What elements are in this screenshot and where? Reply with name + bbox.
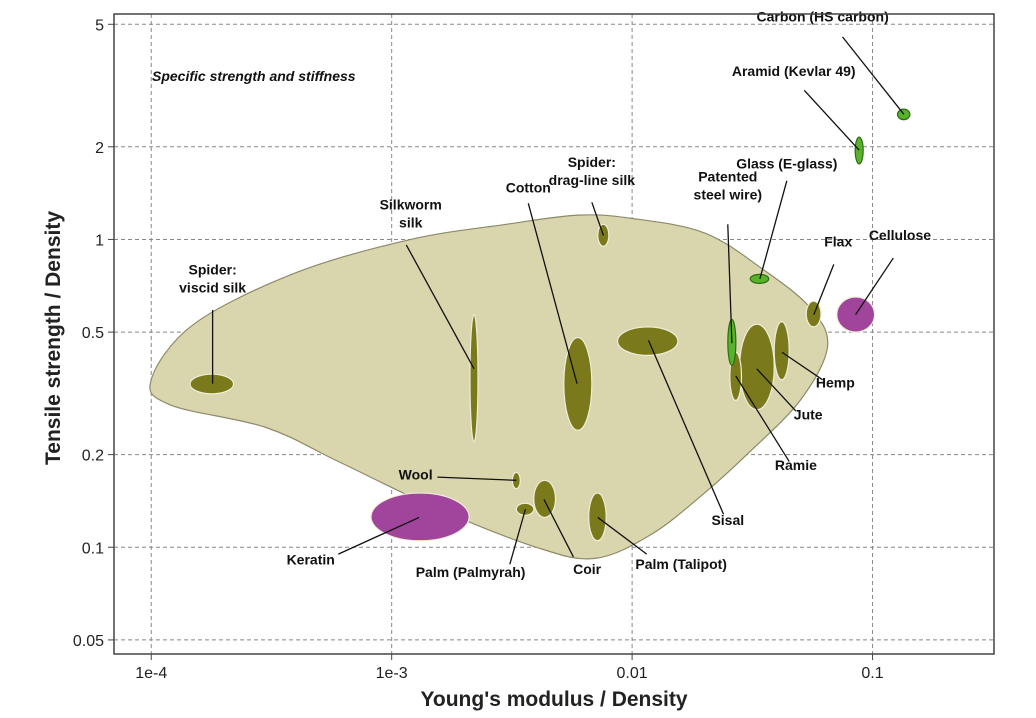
label-carbon-hs-carbon: Carbon (HS carbon) bbox=[757, 9, 889, 25]
material-envelope bbox=[149, 214, 829, 560]
x-axis-title: Young's modulus / Density bbox=[420, 688, 687, 711]
leader-ramie bbox=[735, 375, 790, 462]
material-marks bbox=[189, 108, 911, 542]
leader-carbon-hs-carbon bbox=[841, 36, 905, 115]
material-palm-talipot bbox=[588, 492, 607, 542]
leader-keratin bbox=[338, 516, 420, 555]
label-jute-line: Jute bbox=[794, 407, 823, 423]
chart-annotation: Specific strength and stiffness bbox=[152, 68, 356, 84]
leader-flax bbox=[813, 264, 835, 315]
leader-hemp bbox=[781, 351, 823, 381]
material-glass-e-glass bbox=[749, 273, 770, 284]
label-spider-drag-line-silk-line: Spider: bbox=[568, 154, 616, 170]
label-patented-steel-wire-line: Patented bbox=[698, 169, 757, 185]
leader-palm-talipot bbox=[597, 516, 648, 555]
label-palm-talipot: Palm (Talipot) bbox=[635, 556, 727, 572]
x-tick-label: 0.1 bbox=[861, 665, 883, 682]
material-coir bbox=[533, 479, 557, 519]
y-tick-label: 0.2 bbox=[82, 448, 104, 465]
label-sisal-line: Sisal bbox=[711, 512, 744, 528]
label-carbon-hs-carbon-line: Carbon (HS carbon) bbox=[757, 9, 889, 25]
leader-cotton bbox=[527, 203, 578, 384]
label-coir: Coir bbox=[573, 561, 602, 577]
label-ramie-line: Ramie bbox=[775, 457, 817, 473]
label-wool: Wool bbox=[399, 467, 433, 483]
leader-wool bbox=[437, 476, 517, 481]
label-hemp: Hemp bbox=[816, 375, 855, 391]
leader-lines bbox=[211, 36, 905, 565]
label-flax: Flax bbox=[824, 233, 852, 249]
leader-jute bbox=[756, 368, 797, 412]
leader-glass-e-glass bbox=[759, 180, 788, 279]
label-silkworm-silk: Silkworm silk bbox=[380, 197, 442, 231]
label-spider-viscid-silk-line: viscid silk bbox=[179, 279, 246, 295]
label-silkworm-silk-line: silk bbox=[399, 215, 423, 231]
leader-coir bbox=[543, 499, 574, 558]
leader-silkworm-silk bbox=[405, 244, 475, 370]
material-keratin bbox=[370, 492, 470, 542]
label-cellulose: Cellulose bbox=[869, 227, 931, 243]
label-flax-line: Flax bbox=[824, 233, 852, 249]
material-silkworm-silk bbox=[469, 313, 479, 443]
label-cotton: Cotton bbox=[506, 180, 551, 196]
label-aramid-kevlar-49-line: Aramid (Kevlar 49) bbox=[732, 63, 856, 79]
x-tick-label: 1e-4 bbox=[135, 665, 167, 682]
y-tick-label: 0.05 bbox=[73, 633, 104, 650]
material-jute bbox=[739, 323, 775, 411]
plot-frame bbox=[113, 13, 995, 655]
x-tick-label: 1e-3 bbox=[376, 665, 408, 682]
x-tick-label: 0.01 bbox=[617, 665, 648, 682]
label-spider-viscid-silk: Spider: viscid silk bbox=[179, 261, 246, 295]
y-tick-label: 0.1 bbox=[82, 540, 104, 557]
label-jute: Jute bbox=[794, 407, 823, 423]
label-patented-steel-wire-line: steel wire) bbox=[694, 187, 762, 203]
label-palm-talipot-line: Palm (Talipot) bbox=[635, 556, 727, 572]
label-aramid-kevlar-49: Aramid (Kevlar 49) bbox=[732, 63, 856, 79]
label-keratin: Keratin bbox=[287, 551, 335, 567]
label-spider-viscid-silk-line: Spider: bbox=[189, 261, 237, 277]
label-keratin-line: Keratin bbox=[287, 551, 335, 567]
leader-cellulose bbox=[855, 257, 894, 315]
label-ramie: Ramie bbox=[775, 457, 817, 473]
material-sisal bbox=[616, 326, 679, 357]
leader-patented-steel-wire bbox=[727, 224, 733, 344]
material-hemp bbox=[773, 321, 790, 381]
y-axis-title: Tensile strength / Density bbox=[42, 211, 65, 465]
y-tick-label: 1 bbox=[95, 232, 104, 249]
tick-labels: 1e-4 1e-3 0.01 0.1 0.05 0.1 0.2 0.5 1 2 5 bbox=[73, 17, 884, 682]
label-palm-palmyrah-line: Palm (Palmyrah) bbox=[416, 564, 526, 580]
leader-palm-palmyrah bbox=[509, 508, 527, 565]
material-aramid-kevlar-49 bbox=[854, 136, 864, 165]
label-palm-palmyrah: Palm (Palmyrah) bbox=[416, 564, 526, 580]
grid bbox=[114, 14, 994, 654]
label-wool-line: Wool bbox=[399, 467, 433, 483]
y-tick-label: 2 bbox=[95, 140, 104, 157]
leader-spider-drag-line-silk bbox=[591, 202, 605, 236]
label-sisal: Sisal bbox=[711, 512, 744, 528]
label-spider-drag-line-silk: Spider: drag-line silk bbox=[549, 154, 636, 188]
label-patented-steel-wire: Patented steel wire) bbox=[694, 169, 762, 203]
label-hemp-line: Hemp bbox=[816, 375, 855, 391]
label-cotton-line: Cotton bbox=[506, 180, 551, 196]
leader-aramid-kevlar-49 bbox=[803, 89, 860, 151]
label-cellulose-line: Cellulose bbox=[869, 227, 931, 243]
label-glass-e-glass: Glass (E-glass) bbox=[736, 156, 837, 172]
label-glass-e-glass-line: Glass (E-glass) bbox=[736, 156, 837, 172]
y-tick-label: 0.5 bbox=[82, 325, 104, 342]
label-coir-line: Coir bbox=[573, 561, 602, 577]
y-tick-label: 5 bbox=[95, 17, 104, 34]
material-spider-viscid-silk bbox=[189, 373, 235, 395]
leader-sisal bbox=[647, 340, 725, 515]
label-spider-drag-line-silk-line: drag-line silk bbox=[549, 172, 636, 188]
label-silkworm-silk-line: Silkworm bbox=[380, 197, 442, 213]
